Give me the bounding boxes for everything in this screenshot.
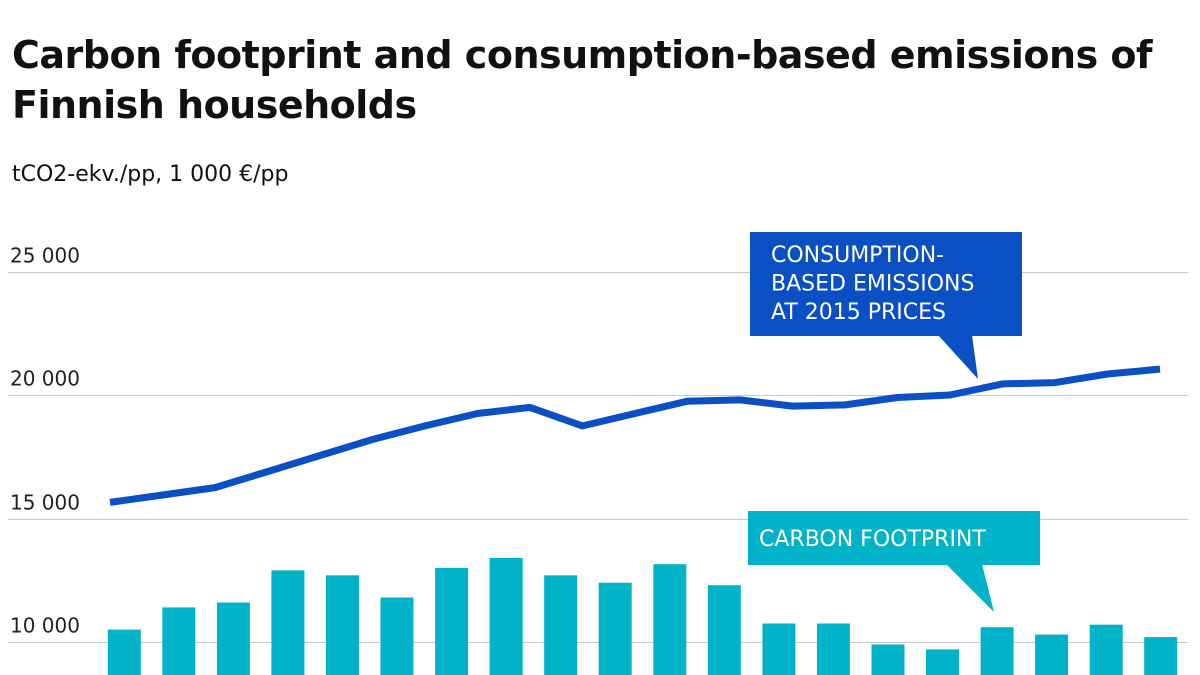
- carbon-footprint-bar: [816, 623, 850, 675]
- carbon-footprint-bar: [871, 644, 905, 675]
- carbon-footprint-bar: [598, 582, 632, 675]
- callout-box: [748, 511, 1040, 565]
- callout-text-line: AT 2015 PRICES: [771, 300, 946, 325]
- carbon-footprint-bar: [435, 567, 469, 675]
- carbon-footprint-bar: [489, 558, 523, 675]
- callout-text-line: CARBON FOOTPRINT: [759, 527, 986, 552]
- y-axis-tick-labels: 10 000 15 000 20 000 25 000: [10, 244, 80, 638]
- y-tick-label: 15 000: [10, 491, 80, 515]
- carbon-footprint-bar: [707, 585, 741, 675]
- carbon-footprint-bar: [326, 575, 359, 675]
- carbon-footprint-bar: [1089, 624, 1123, 675]
- chart-title: Carbon footprint and consumption-based e…: [12, 33, 1153, 127]
- carbon-footprint-bar: [1035, 634, 1069, 675]
- carbon-footprint-bar: [1144, 637, 1178, 675]
- callout-pointer: [938, 335, 978, 379]
- callout-consumption-emissions: CONSUMPTION- BASED EMISSIONS AT 2015 PRICE…: [750, 232, 1022, 379]
- y-tick-label: 10 000: [10, 614, 80, 638]
- chart-subtitle: tCO2-ekv./pp, 1 000 €/pp: [12, 162, 289, 187]
- carbon-footprint-bar: [216, 602, 250, 675]
- consumption-emissions-line-group: [109, 365, 1161, 506]
- carbon-footprint-bars: [107, 558, 1178, 675]
- carbon-footprint-bar: [544, 575, 578, 675]
- carbon-footprint-bar: [271, 570, 305, 675]
- carbon-footprint-bar: [380, 597, 414, 675]
- carbon-footprint-bar: [926, 649, 959, 675]
- carbon-footprint-bar: [107, 629, 141, 675]
- carbon-footprint-bar: [653, 564, 687, 675]
- callout-text-line: CONSUMPTION-: [771, 243, 944, 268]
- carbon-footprint-bar: [162, 607, 196, 675]
- callout-text-line: BASED EMISSIONS: [771, 272, 974, 297]
- callout-box: [750, 232, 1022, 336]
- carbon-footprint-bar: [980, 627, 1014, 675]
- callout-carbon-footprint: CARBON FOOTPRINT: [748, 511, 1040, 612]
- y-tick-label: 25 000: [10, 244, 80, 268]
- callout-pointer: [946, 564, 994, 612]
- y-tick-label: 20 000: [10, 367, 80, 391]
- consumption-emissions-line: [109, 365, 1161, 506]
- carbon-footprint-bar: [762, 623, 796, 675]
